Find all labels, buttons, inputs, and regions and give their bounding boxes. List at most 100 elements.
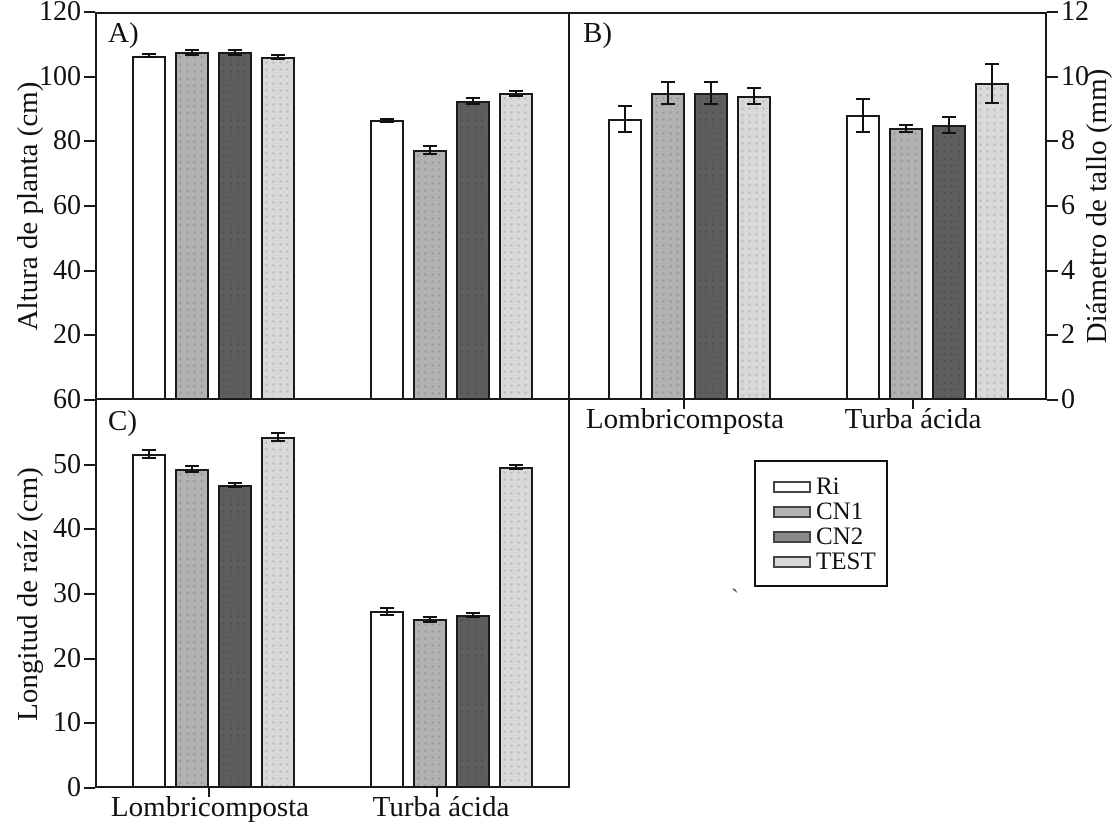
bar-a-test-0 [261,56,296,400]
panel-b-frame [570,12,1047,400]
y-tick-label-a: 60 [53,190,81,221]
y-tick-label-b: 6 [1061,190,1075,221]
legend-item-test: TEST [773,549,880,574]
error-bar-a [234,49,237,56]
y-tick-label-b: 12 [1061,0,1089,27]
y-tick-c [84,593,95,595]
y-tick-b [1047,75,1058,78]
legend-label-cn2: CN2 [816,523,864,550]
error-bar-c [234,483,237,488]
error-bar-b [991,63,994,103]
y-tick-label-b: 2 [1061,319,1075,351]
legend: Ri CN1 CN2 TEST [754,460,888,587]
error-cap-bottom-c [465,616,480,619]
error-bar-c [471,613,474,618]
error-bar-a [277,54,280,59]
panel-a-frame [95,12,570,400]
y-tick-label-a: 100 [39,60,81,92]
error-cap-bottom-a [271,57,286,60]
legend-label-test: TEST [816,548,876,575]
error-cap-top-c [142,449,157,452]
error-bar-c [514,464,517,469]
bar-a-ri-0 [132,55,167,400]
bar-c-test-0 [261,436,296,788]
y-tick-a [84,75,95,78]
error-cap-top-a [422,145,437,148]
bar-a-ri-1 [369,120,404,400]
y-tick-a [84,205,95,207]
error-cap-bottom-b [985,101,1000,104]
error-bar-c [277,432,280,441]
x-category-tick-b [683,400,686,409]
y-tick-label-c: 40 [53,513,81,545]
error-cap-top-b [617,104,632,107]
bar-a-cn1-1 [412,150,447,400]
category-label-turba-b: Turba ácida [844,403,982,435]
error-cap-top-a [465,96,480,99]
bar-b-cn2-1 [932,125,967,400]
legend-item-cn1: CN1 [773,499,880,524]
error-cap-bottom-c [379,613,394,616]
bar-b-test-0 [736,96,771,400]
bar-c-test-1 [498,466,533,788]
y-tick-a [84,11,95,13]
legend-swatch-test [773,555,811,568]
error-cap-top-b [746,86,761,89]
error-bar-c [428,616,431,622]
error-cap-bottom-b [617,130,632,133]
error-cap-top-c [465,612,480,615]
bar-a-cn2-1 [455,100,490,400]
error-bar-b [709,81,712,105]
error-cap-bottom-c [228,486,243,489]
y-tick-c [84,463,95,466]
error-cap-bottom-a [142,56,157,59]
x-category-tick-c [436,788,438,797]
panel-b-label: B) [583,17,612,49]
y-tick-label-a: 120 [39,0,81,27]
error-cap-top-c [271,431,286,434]
legend-swatch-cn1 [773,505,811,518]
y-tick-b [1047,269,1058,272]
error-bar-b [666,81,669,105]
y-tick-label-c: 30 [53,578,81,609]
y-tick-a [84,269,95,272]
legend-label-ri: Ri [816,473,840,500]
error-cap-bottom-a [465,103,480,106]
error-cap-bottom-a [379,120,394,123]
error-cap-top-a [379,118,394,121]
error-cap-top-b [985,62,1000,65]
y-tick-b [1047,399,1058,401]
y-tick-c [84,787,95,789]
error-bar-c [385,608,388,615]
error-cap-bottom-b [942,132,957,135]
y-tick-b [1047,11,1058,13]
panel-c-frame [95,400,570,788]
bar-b-test-1 [975,83,1010,400]
error-bar-b [948,117,951,134]
error-bar-c [191,465,194,473]
error-cap-bottom-c [508,467,523,470]
error-bar-a [514,90,517,97]
panel-a-label: A) [108,17,139,49]
legend-item-ri: Ri [773,474,880,499]
x-category-tick-b [912,400,915,409]
error-cap-bottom-a [508,95,523,98]
bar-b-cn1-0 [650,92,685,400]
bar-c-ri-1 [369,611,404,788]
y-tick-label-c: 50 [53,448,81,480]
error-cap-top-b [703,80,718,83]
error-cap-top-b [899,123,914,126]
error-cap-top-b [942,116,957,119]
legend-swatch-ri [773,480,811,493]
y-tick-label-c: 60 [53,384,81,415]
panel-c-label: C) [108,405,137,437]
error-cap-top-c [185,464,200,467]
x-category-tick-c [208,788,210,797]
error-bar-b [623,105,626,132]
y-tick-label-b: 8 [1061,125,1075,157]
error-cap-top-c [508,463,523,466]
error-cap-bottom-b [703,103,718,106]
error-cap-bottom-a [422,152,437,155]
category-label-lombricomposta-c: Lombricomposta [110,791,310,823]
error-cap-bottom-b [856,130,871,133]
